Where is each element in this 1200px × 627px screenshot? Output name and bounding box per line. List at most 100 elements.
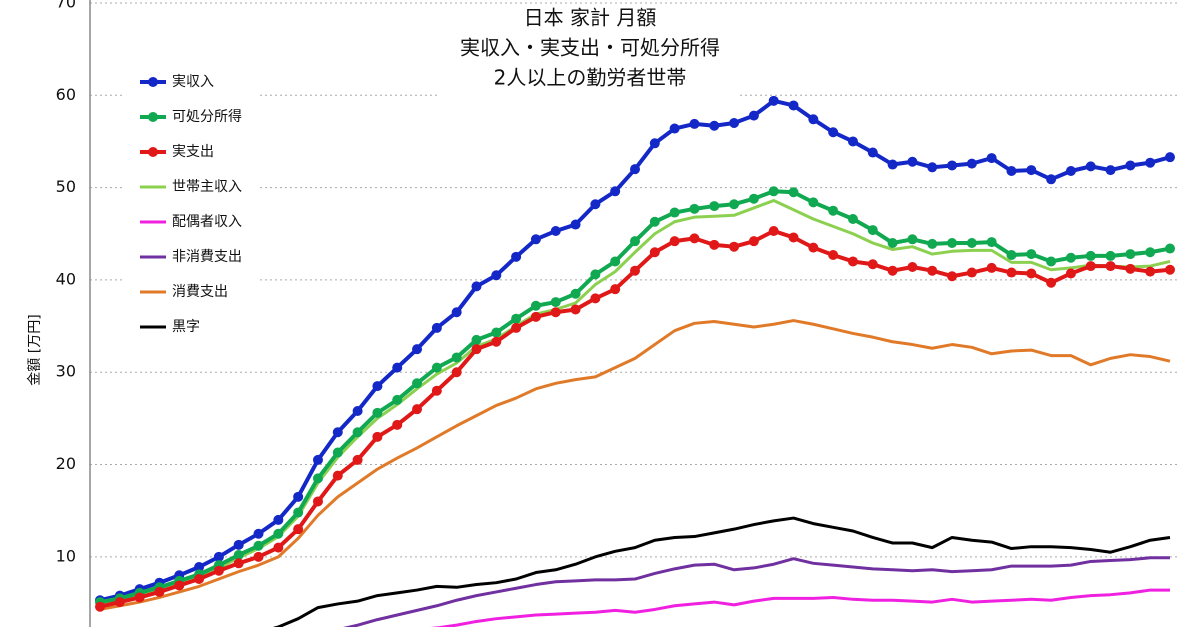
legend-marker <box>148 112 158 122</box>
point <box>273 514 284 525</box>
point <box>986 153 997 164</box>
point <box>630 265 640 276</box>
point <box>471 344 482 355</box>
point <box>233 550 244 560</box>
point <box>1085 161 1096 172</box>
point <box>114 597 125 608</box>
point <box>748 193 759 204</box>
point <box>253 540 264 551</box>
point <box>966 238 977 248</box>
point <box>293 491 304 502</box>
point <box>530 311 541 322</box>
legend-marker <box>148 147 158 157</box>
point <box>1065 252 1076 263</box>
point <box>986 237 997 248</box>
point <box>729 199 740 210</box>
point <box>352 454 363 465</box>
point <box>709 239 720 250</box>
point <box>590 269 601 280</box>
legend-label: 配偶者収入 <box>172 214 242 230</box>
point <box>748 110 759 121</box>
series-line <box>343 556 1170 627</box>
point <box>630 164 640 175</box>
point <box>1105 165 1116 176</box>
point <box>233 558 244 569</box>
point <box>1125 249 1136 260</box>
point <box>788 100 799 111</box>
point <box>1006 166 1017 176</box>
point <box>867 225 878 236</box>
series-line <box>272 516 1171 627</box>
y-axis-label: 金額 [万円] <box>27 314 43 385</box>
point <box>1145 247 1156 258</box>
point <box>729 241 740 252</box>
point <box>174 580 185 591</box>
point <box>748 236 759 247</box>
point <box>788 187 799 198</box>
point <box>570 219 581 230</box>
point <box>847 256 858 267</box>
point <box>293 507 304 518</box>
series <box>95 95 1175 627</box>
point <box>669 123 680 134</box>
point <box>649 138 660 149</box>
point <box>530 234 541 245</box>
y-tick-label: 50 <box>56 177 76 196</box>
point <box>1085 261 1096 272</box>
point <box>273 542 284 553</box>
point <box>867 259 878 270</box>
point <box>1065 268 1076 279</box>
point <box>431 385 442 396</box>
legend-label: 実支出 <box>172 144 214 160</box>
point <box>372 381 383 392</box>
point <box>808 242 819 253</box>
point <box>927 162 938 173</box>
point <box>1125 160 1136 171</box>
point <box>1026 268 1037 279</box>
legend-label: 黒字 <box>172 319 200 335</box>
point <box>847 136 858 147</box>
point <box>689 203 700 214</box>
point <box>213 551 224 562</box>
point <box>570 288 581 299</box>
point <box>392 394 403 405</box>
point <box>352 427 363 438</box>
point <box>332 447 343 458</box>
point <box>649 247 660 258</box>
point <box>194 574 205 584</box>
point <box>471 334 482 345</box>
point <box>887 238 898 248</box>
point <box>352 406 363 416</box>
point <box>689 233 700 244</box>
grid: 10 20 30 40 50 60 70 <box>56 0 1180 565</box>
point <box>451 352 462 363</box>
point <box>1046 256 1057 267</box>
point <box>431 322 442 333</box>
point <box>610 284 621 295</box>
point <box>530 300 541 311</box>
point <box>511 313 522 324</box>
point <box>471 281 482 292</box>
point <box>788 232 799 243</box>
legend-label: 世帯主収入 <box>172 179 242 195</box>
point <box>1006 267 1017 278</box>
point <box>1085 250 1096 261</box>
chart-title: 日本 家計 月額 <box>524 6 657 30</box>
point <box>828 205 839 216</box>
point <box>1065 166 1076 176</box>
y-tick-label: 60 <box>56 85 76 104</box>
legend-label: 消費支出 <box>172 284 228 300</box>
legend-label: 実収入 <box>172 74 214 90</box>
point <box>491 327 502 338</box>
point <box>669 207 680 218</box>
point <box>907 234 918 245</box>
point <box>1165 264 1175 275</box>
point <box>392 419 403 430</box>
point <box>649 216 660 227</box>
legend-label: 可処分所得 <box>172 108 242 125</box>
point <box>808 114 819 125</box>
point <box>1026 249 1037 260</box>
point <box>550 226 561 236</box>
